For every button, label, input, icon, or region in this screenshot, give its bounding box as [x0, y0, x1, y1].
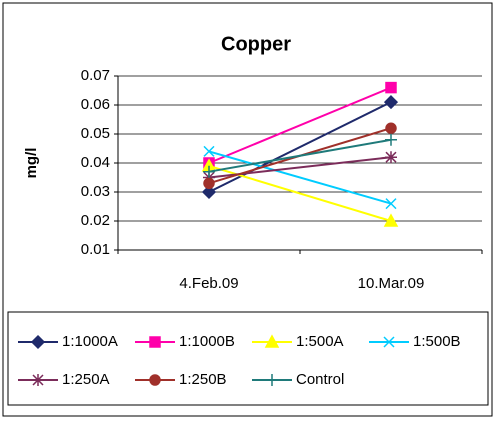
y-tick-label: 0.06 — [81, 96, 110, 113]
data-point — [203, 145, 215, 157]
legend-box — [7, 311, 489, 406]
legend-label: 1:500A — [296, 333, 344, 350]
y-tick-label: 0.01 — [81, 241, 110, 258]
legend-label: 1:1000A — [62, 333, 118, 350]
legend-label: Control — [296, 371, 344, 388]
data-point — [385, 151, 397, 164]
data-point — [385, 198, 397, 210]
data-point — [385, 81, 397, 94]
data-point — [203, 177, 215, 190]
x-tick-label: 10.Mar.09 — [358, 275, 425, 292]
x-tick-label: 4.Feb.09 — [179, 275, 238, 292]
series-line — [208, 138, 392, 173]
data-point — [201, 184, 217, 200]
data-point — [385, 122, 397, 134]
legend-marker — [149, 374, 161, 386]
legend-marker — [383, 336, 395, 348]
series-line — [208, 101, 392, 193]
series-line — [208, 86, 392, 164]
chart-title: Copper — [221, 33, 291, 55]
legend-label: 1:500B — [413, 333, 461, 350]
legend-label: 1:250A — [62, 371, 110, 388]
data-point — [385, 133, 397, 146]
legend-marker — [32, 374, 44, 386]
legend-marker — [149, 336, 161, 348]
data-point — [203, 165, 215, 178]
legend-marker — [264, 334, 280, 348]
legend-marker — [30, 334, 46, 350]
series-line — [208, 150, 392, 205]
data-point — [383, 213, 399, 227]
legend-marker — [266, 374, 278, 386]
y-axis-label: mg/l — [23, 148, 40, 179]
legend-label: 1:250B — [179, 371, 227, 388]
data-point — [383, 95, 399, 110]
y-tick-label: 0.04 — [81, 154, 110, 171]
y-tick-label: 0.05 — [81, 125, 110, 142]
y-tick-label: 0.03 — [81, 183, 110, 200]
y-tick-label: 0.07 — [81, 67, 110, 84]
legend-label: 1:1000B — [179, 333, 235, 350]
y-tick-label: 0.02 — [81, 212, 110, 229]
